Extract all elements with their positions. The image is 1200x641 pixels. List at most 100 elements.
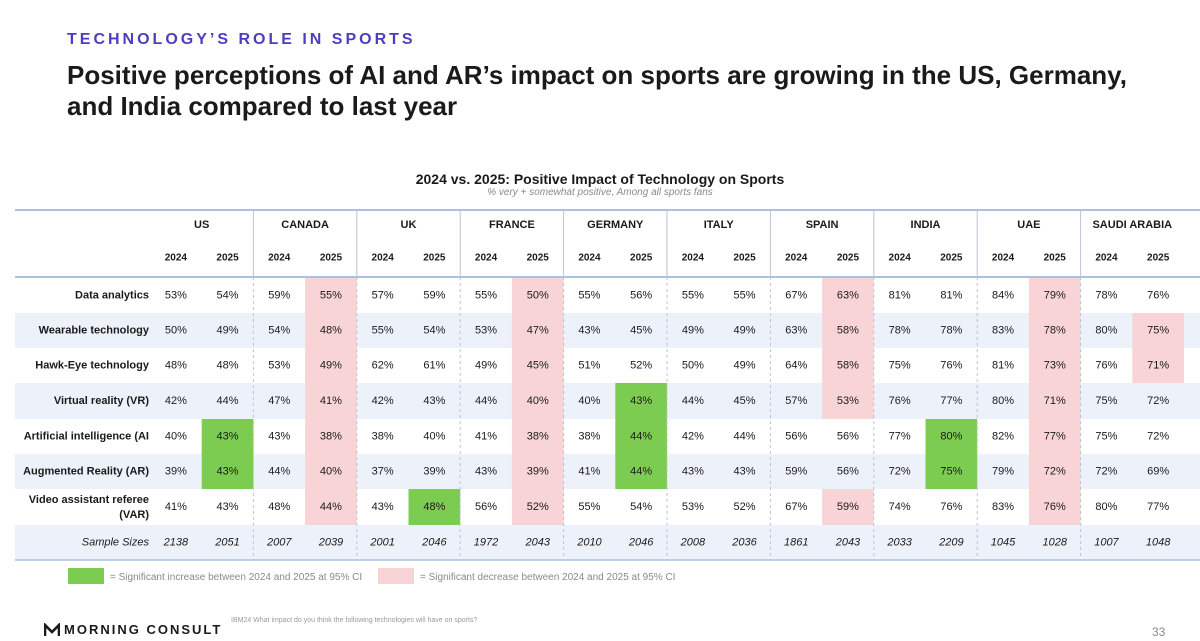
table-cell: 57% (372, 289, 394, 301)
significant-decrease-cell (822, 383, 874, 419)
legend-decrease-label: = Significant decrease between 2024 and … (420, 572, 676, 583)
significant-decrease-cell (1028, 383, 1081, 419)
sample-size-cell: 2001 (369, 536, 394, 548)
table-cell: 38% (372, 430, 394, 442)
table-cell: 39% (165, 465, 187, 477)
table-cell: 55% (475, 289, 497, 301)
sample-size-cell: 2209 (938, 536, 963, 548)
table-cell: 81% (940, 289, 962, 301)
year-header: 2024 (889, 253, 912, 264)
table-cell: 55% (682, 289, 704, 301)
significant-decrease-cell (511, 454, 564, 489)
brand-name: MORNING CONSULT (64, 622, 223, 637)
significant-decrease-cell (822, 348, 874, 383)
table-cell: 37% (372, 465, 394, 477)
sample-size-cell: 2039 (318, 536, 343, 548)
table-cell: 44% (630, 465, 652, 477)
table-cell: 72% (1147, 395, 1169, 407)
country-header: CANADA (281, 219, 329, 231)
table-cell: 69% (1147, 465, 1169, 477)
table-cell: 56% (630, 289, 652, 301)
table-cell: 71% (1044, 395, 1066, 407)
significant-decrease-cell (1028, 419, 1081, 454)
year-header: 2024 (1095, 253, 1118, 264)
page-number: 33 (1152, 625, 1166, 639)
table-cell: 40% (320, 465, 342, 477)
table-cell: 44% (475, 395, 497, 407)
table-cell: 59% (837, 501, 859, 513)
table-cell: 55% (320, 289, 342, 301)
table-cell: 48% (423, 501, 445, 513)
table-cell: 41% (475, 430, 497, 442)
table-cell: 63% (785, 324, 807, 336)
year-header: 2024 (785, 253, 808, 264)
significant-decrease-cell (305, 489, 357, 525)
significant-decrease-cell (1028, 348, 1081, 383)
table-cell: 39% (527, 465, 549, 477)
table-cell: 79% (1044, 289, 1066, 301)
table-cell: 81% (889, 289, 911, 301)
sample-size-cell: 2010 (576, 536, 602, 548)
table-cell: 56% (475, 501, 497, 513)
significant-decrease-cell (511, 489, 564, 525)
table-cell: 49% (734, 324, 756, 336)
year-header: 2025 (837, 253, 860, 264)
table-cell: 53% (268, 359, 290, 371)
table-cell: 47% (268, 395, 290, 407)
table-cell: 44% (217, 395, 239, 407)
section-label: TECHNOLOGY’S ROLE IN SPORTS (67, 31, 416, 48)
table-cell: 75% (1095, 430, 1117, 442)
table-cell: 39% (423, 465, 445, 477)
table-cell: 55% (578, 501, 600, 513)
chart-title: 2024 vs. 2025: Positive Impact of Techno… (415, 171, 785, 187)
table-cell: 54% (630, 501, 652, 513)
row-label: Video assistant referee (29, 494, 149, 506)
table-cell: 75% (1095, 395, 1117, 407)
year-header: 2024 (992, 253, 1015, 264)
table-cell: 72% (1044, 465, 1066, 477)
table-cell: 80% (992, 395, 1014, 407)
table-cell: 56% (785, 430, 807, 442)
page-headline: Positive perceptions of AI and AR’s impa… (67, 60, 1127, 121)
table-cell: 55% (734, 289, 756, 301)
table-cell: 83% (992, 324, 1014, 336)
significant-decrease-cell (305, 278, 357, 313)
row-label: Virtual reality (VR) (54, 395, 149, 407)
sample-size-cell: 1007 (1094, 536, 1119, 548)
table-cell: 76% (1095, 359, 1117, 371)
table-cell: 61% (423, 359, 445, 371)
table-cell: 52% (734, 501, 756, 513)
year-header: 2025 (940, 253, 963, 264)
table-cell: 72% (889, 465, 911, 477)
table-cell: 76% (1044, 501, 1066, 513)
table-cell: 43% (578, 324, 600, 336)
significant-decrease-cell (305, 419, 357, 454)
table-cell: 44% (734, 430, 756, 442)
sample-size-cell: 1972 (474, 536, 498, 548)
table-cell: 48% (268, 501, 290, 513)
table-cell: 71% (1147, 359, 1169, 371)
table-cell: 42% (682, 430, 704, 442)
table-cell: 54% (423, 324, 445, 336)
table-cell: 44% (268, 465, 290, 477)
row-band (15, 383, 1200, 419)
year-header: 2025 (320, 253, 343, 264)
table-cell: 49% (682, 324, 704, 336)
significant-decrease-cell (1028, 313, 1081, 348)
table-cell: 72% (1095, 465, 1117, 477)
table-cell: 77% (889, 430, 911, 442)
table-cell: 52% (527, 501, 549, 513)
year-header: 2024 (682, 253, 705, 264)
table-cell: 40% (165, 430, 187, 442)
table-cell: 40% (578, 395, 600, 407)
sample-size-cell: 1028 (1043, 536, 1068, 548)
sample-row-band (15, 525, 1200, 560)
table-cell: 48% (165, 359, 187, 371)
country-header: INDIA (911, 219, 941, 231)
year-header: 2025 (527, 253, 550, 264)
table-cell: 43% (475, 465, 497, 477)
morning-consult-logo: MORNING CONSULT (44, 622, 222, 637)
table-cell: 43% (217, 465, 239, 477)
table-cell: 53% (837, 395, 859, 407)
significant-increase-cell (201, 454, 254, 489)
